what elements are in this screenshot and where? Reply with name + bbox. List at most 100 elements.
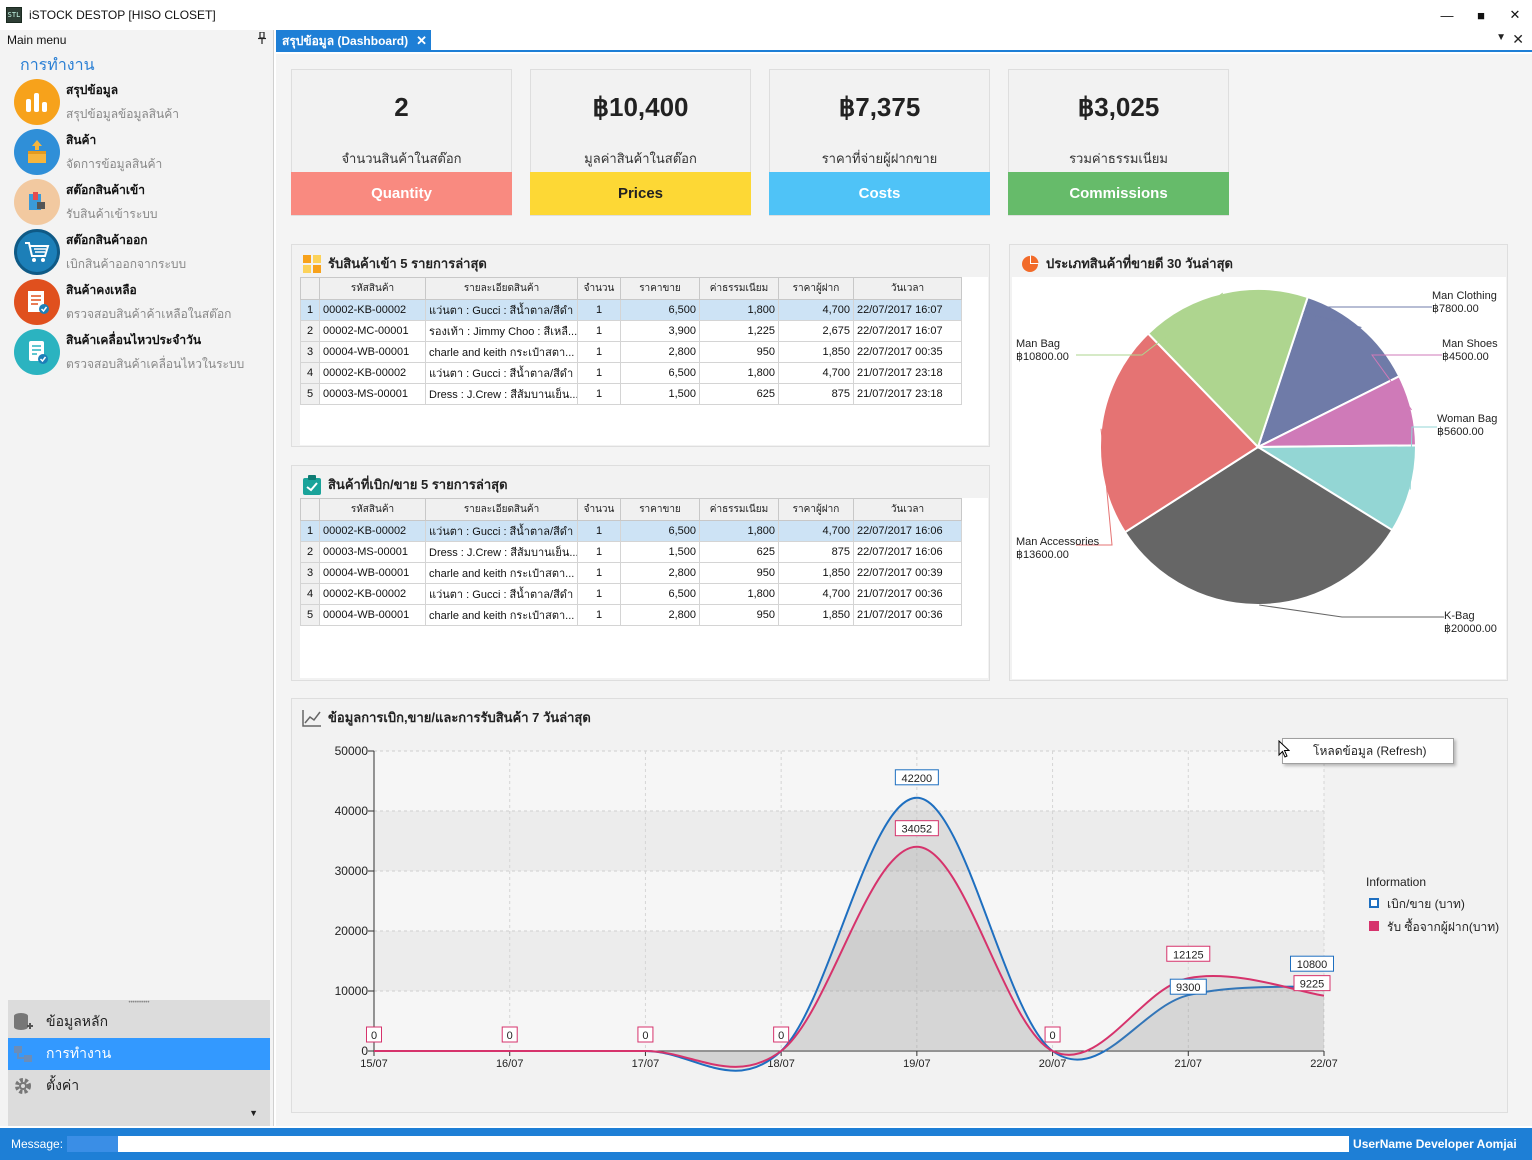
- cell-row-index[interactable]: 2: [300, 541, 320, 563]
- cell-product-detail[interactable]: Dress : J.Crew : สีส้มบานเย็น...: [425, 541, 578, 563]
- table-row[interactable]: 5 00003-MS-00001 Dress : J.Crew : สีส้มบาน…: [300, 383, 962, 405]
- cell-sale-price[interactable]: 2,800: [620, 604, 700, 626]
- cell-consignor-price[interactable]: 1,850: [778, 562, 854, 584]
- column-header-row-index[interactable]: [300, 498, 320, 521]
- cell-quantity[interactable]: 1: [577, 383, 621, 405]
- table-row[interactable]: 3 00004-WB-00001 charle and keith กระเป๋าส…: [300, 341, 962, 363]
- cell-product-code[interactable]: 00002-MC-00001: [319, 320, 426, 342]
- cell-product-code[interactable]: 00003-MS-00001: [319, 383, 426, 405]
- cell-consignor-price[interactable]: 4,700: [778, 362, 854, 384]
- cell-commission[interactable]: 950: [699, 562, 779, 584]
- cell-consignor-price[interactable]: 4,700: [778, 583, 854, 605]
- cell-consignor-price[interactable]: 2,675: [778, 320, 854, 342]
- cell-row-index[interactable]: 2: [300, 320, 320, 342]
- context-menu-refresh[interactable]: โหลดข้อมูล (Refresh): [1282, 738, 1454, 764]
- sidebar-item-products[interactable]: สินค้า จัดการข้อมูลสินค้า: [0, 127, 273, 177]
- cell-product-code[interactable]: 00002-KB-00002: [319, 583, 426, 605]
- table-row[interactable]: 1 00002-KB-00002 แว่นตา : Gucci : สีน้ำตาล…: [300, 520, 962, 542]
- cell-sale-price[interactable]: 3,900: [620, 320, 700, 342]
- cell-product-detail[interactable]: แว่นตา : Gucci : สีน้ำตาล/สีดำ: [425, 520, 578, 542]
- pin-icon[interactable]: [257, 31, 267, 47]
- resize-grip[interactable]: ••••••••••: [128, 1000, 150, 1006]
- column-header-product-detail[interactable]: รายละเอียดสินค้า: [425, 498, 578, 521]
- table-row[interactable]: 1 00002-KB-00002 แว่นตา : Gucci : สีน้ำตาล…: [300, 299, 962, 321]
- cell-commission[interactable]: 1,800: [699, 362, 779, 384]
- group-master-data[interactable]: ข้อมูลหลัก: [8, 1006, 270, 1038]
- cell-quantity[interactable]: 1: [577, 604, 621, 626]
- cell-quantity[interactable]: 1: [577, 299, 621, 321]
- maximize-button[interactable]: ■: [1477, 7, 1485, 23]
- cell-commission[interactable]: 1,800: [699, 520, 779, 542]
- sidebar-item-stock-out[interactable]: สต๊อกสินค้าออก เบิกสินค้าออกจากระบบ: [0, 227, 273, 277]
- cell-product-detail[interactable]: charle and keith กระเป๋าสตา...: [425, 341, 578, 363]
- cell-product-code[interactable]: 00002-KB-00002: [319, 299, 426, 321]
- outgoing-table[interactable]: รหัสสินค้า รายละเอียดสินค้า จำนวน ราคาขาย ค่…: [300, 498, 962, 626]
- column-header-datetime[interactable]: วันเวลา: [853, 277, 962, 300]
- table-row[interactable]: 2 00002-MC-00001 รองเท้า : Jimmy Choo : สี…: [300, 320, 962, 342]
- cell-sale-price[interactable]: 2,800: [620, 562, 700, 584]
- column-header-commission[interactable]: ค่าธรรมเนียม: [699, 498, 779, 521]
- cell-quantity[interactable]: 1: [577, 341, 621, 363]
- cell-sale-price[interactable]: 6,500: [620, 299, 700, 321]
- table-row[interactable]: 3 00004-WB-00001 charle and keith กระเป๋าส…: [300, 562, 962, 584]
- column-header-sale-price[interactable]: ราคาขาย: [620, 277, 700, 300]
- cell-commission[interactable]: 950: [699, 604, 779, 626]
- cell-row-index[interactable]: 4: [300, 583, 320, 605]
- outgoing-grid[interactable]: รหัสสินค้า รายละเอียดสินค้า จำนวน ราคาขาย ค่…: [300, 498, 988, 678]
- cell-product-detail[interactable]: แว่นตา : Gucci : สีน้ำตาล/สีดำ: [425, 299, 578, 321]
- cell-commission[interactable]: 1,800: [699, 583, 779, 605]
- cell-sale-price[interactable]: 6,500: [620, 362, 700, 384]
- table-row[interactable]: 4 00002-KB-00002 แว่นตา : Gucci : สีน้ำตาล…: [300, 362, 962, 384]
- cell-quantity[interactable]: 1: [577, 583, 621, 605]
- cell-product-code[interactable]: 00004-WB-00001: [319, 604, 426, 626]
- cell-product-code[interactable]: 00004-WB-00001: [319, 341, 426, 363]
- cell-datetime[interactable]: 21/07/2017 23:18: [853, 383, 962, 405]
- cell-sale-price[interactable]: 1,500: [620, 541, 700, 563]
- cell-commission[interactable]: 1,225: [699, 320, 779, 342]
- cell-row-index[interactable]: 5: [300, 604, 320, 626]
- cell-row-index[interactable]: 1: [300, 299, 320, 321]
- cell-consignor-price[interactable]: 1,850: [778, 341, 854, 363]
- cell-datetime[interactable]: 22/07/2017 16:06: [853, 541, 962, 563]
- cell-datetime[interactable]: 22/07/2017 16:07: [853, 299, 962, 321]
- cell-product-code[interactable]: 00003-MS-00001: [319, 541, 426, 563]
- close-button[interactable]: ✕: [1509, 7, 1521, 22]
- column-header-sale-price[interactable]: ราคาขาย: [620, 498, 700, 521]
- cell-row-index[interactable]: 1: [300, 520, 320, 542]
- cell-commission[interactable]: 625: [699, 383, 779, 405]
- group-settings[interactable]: ตั้งค่า: [8, 1070, 270, 1102]
- cell-row-index[interactable]: 5: [300, 383, 320, 405]
- cell-quantity[interactable]: 1: [577, 562, 621, 584]
- cell-product-code[interactable]: 00002-KB-00002: [319, 520, 426, 542]
- cell-datetime[interactable]: 21/07/2017 23:18: [853, 362, 962, 384]
- column-header-consignor-price[interactable]: ราคาผู้ฝาก: [778, 277, 854, 300]
- cell-consignor-price[interactable]: 4,700: [778, 299, 854, 321]
- cell-datetime[interactable]: 22/07/2017 16:07: [853, 320, 962, 342]
- column-header-quantity[interactable]: จำนวน: [577, 498, 621, 521]
- cell-product-detail[interactable]: charle and keith กระเป๋าสตา...: [425, 604, 578, 626]
- cell-product-detail[interactable]: Dress : J.Crew : สีส้มบานเย็น...: [425, 383, 578, 405]
- sidebar-item-remaining[interactable]: สินค้าคงเหลือ ตรวจสอบสินค้าค้าเหลือในสต๊อ…: [0, 277, 273, 327]
- close-tab-icon[interactable]: ✕: [416, 33, 427, 48]
- line-chart-area[interactable]: 0 10000 20000 30000 40000 50000 15/07 16/07 17/0…: [294, 731, 1506, 1111]
- column-header-quantity[interactable]: จำนวน: [577, 277, 621, 300]
- cell-row-index[interactable]: 3: [300, 341, 320, 363]
- cell-datetime[interactable]: 21/07/2017 00:36: [853, 604, 962, 626]
- cell-product-code[interactable]: 00002-KB-00002: [319, 362, 426, 384]
- table-row[interactable]: 2 00003-MS-00001 Dress : J.Crew : สีส้มบาน…: [300, 541, 962, 563]
- column-header-product-code[interactable]: รหัสสินค้า: [319, 498, 426, 521]
- column-header-commission[interactable]: ค่าธรรมเนียม: [699, 277, 779, 300]
- cell-datetime[interactable]: 21/07/2017 00:36: [853, 583, 962, 605]
- cell-consignor-price[interactable]: 875: [778, 541, 854, 563]
- cell-consignor-price[interactable]: 4,700: [778, 520, 854, 542]
- incoming-table[interactable]: รหัสสินค้า รายละเอียดสินค้า จำนวน ราคาขาย ค่…: [300, 277, 962, 405]
- cell-datetime[interactable]: 22/07/2017 16:06: [853, 520, 962, 542]
- column-header-row-index[interactable]: [300, 277, 320, 300]
- column-header-product-detail[interactable]: รายละเอียดสินค้า: [425, 277, 578, 300]
- cell-quantity[interactable]: 1: [577, 320, 621, 342]
- tab-dashboard[interactable]: สรุปข้อมูล (Dashboard) ✕: [276, 30, 431, 52]
- cell-datetime[interactable]: 22/07/2017 00:35: [853, 341, 962, 363]
- cell-row-index[interactable]: 4: [300, 362, 320, 384]
- cell-commission[interactable]: 625: [699, 541, 779, 563]
- column-header-consignor-price[interactable]: ราคาผู้ฝาก: [778, 498, 854, 521]
